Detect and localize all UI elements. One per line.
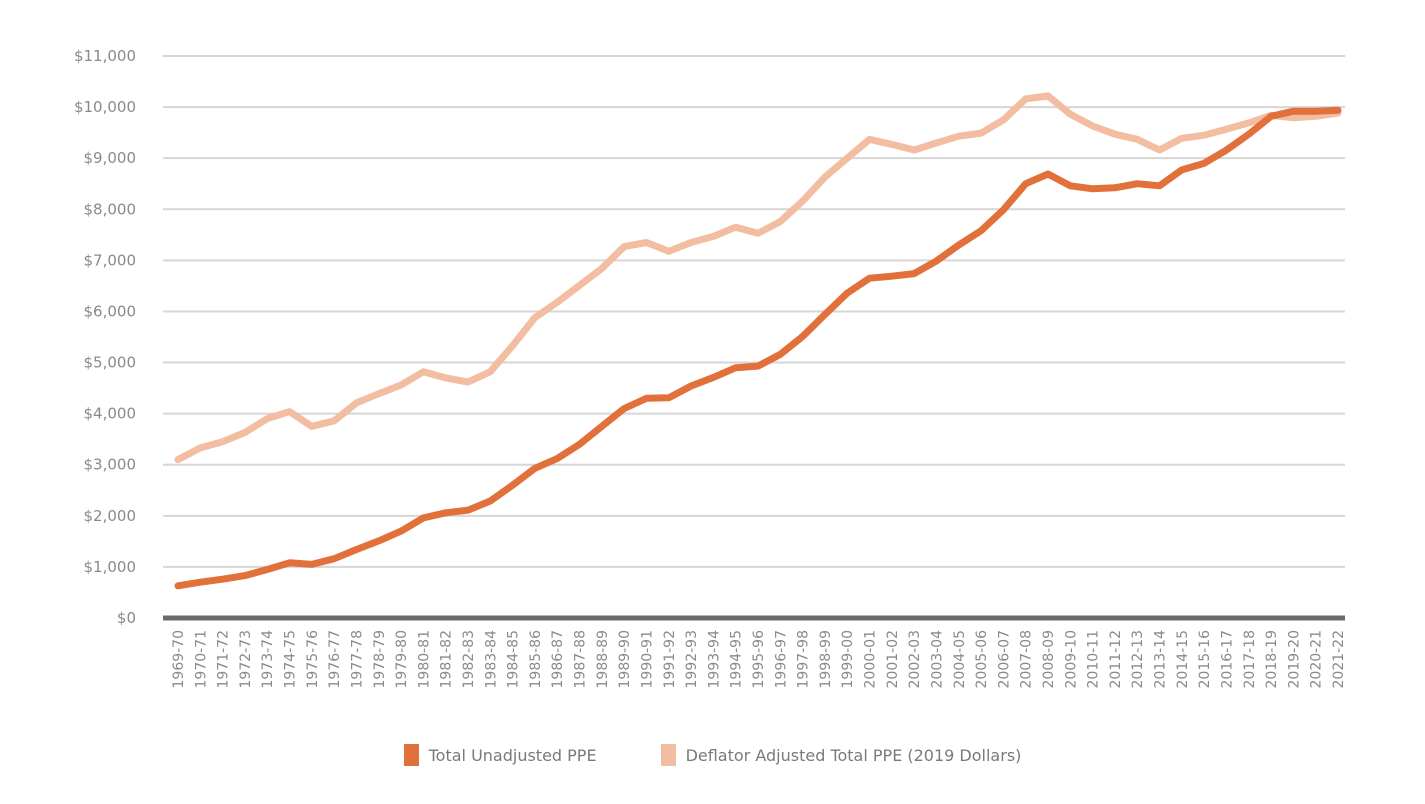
legend-swatch-deflator	[660, 744, 676, 766]
legend-label-unadjusted: Total Unadjusted PPE	[428, 745, 597, 765]
y-tick-label: $8,000	[84, 200, 137, 218]
x-tick-label: 1986-87	[550, 630, 566, 689]
x-tick-label: 1981-82	[439, 630, 455, 689]
x-tick-label: 2002-03	[907, 630, 923, 689]
x-tick-label: 1977-78	[349, 630, 365, 689]
y-tick-label: $1,000	[84, 558, 137, 576]
x-tick-label: 2009-10	[1063, 630, 1079, 689]
x-tick-label: 2017-18	[1242, 630, 1258, 689]
x-tick-label: 2008-09	[1041, 630, 1057, 689]
x-tick-label: 1987-88	[573, 630, 589, 689]
y-tick-label: $4,000	[84, 405, 137, 423]
y-tick-label: $7,000	[84, 251, 137, 269]
y-axis-ticks: $0 $1,000 $2,000 $3,000 $4,000 $5,000 $6,000 $7…	[74, 47, 136, 627]
x-tick-label: 1998-99	[818, 630, 834, 689]
x-tick-label: 2005-06	[974, 630, 990, 689]
x-tick-label: 2014-15	[1175, 630, 1191, 689]
x-tick-label: 1995-96	[751, 630, 767, 689]
y-tick-label: $9,000	[84, 149, 137, 167]
x-tick-label: 2015-16	[1197, 630, 1213, 689]
x-tick-label: 1972-73	[238, 630, 254, 689]
legend: Total Unadjusted PPE Deflator Adjusted T…	[0, 744, 1425, 766]
x-tick-label: 2001-02	[885, 630, 901, 689]
x-tick-label: 1989-90	[617, 630, 633, 689]
x-tick-label: 1978-79	[372, 630, 388, 689]
x-tick-label: 2010-11	[1086, 630, 1102, 689]
series-line-deflator	[174, 92, 1342, 464]
y-tick-label: $6,000	[84, 302, 137, 320]
x-tick-label: 1988-89	[595, 630, 611, 689]
legend-label-deflator: Deflator Adjusted Total PPE (2019 Dollar…	[685, 745, 1022, 765]
legend-item-unadjusted: Total Unadjusted PPE	[403, 744, 597, 766]
x-tick-label: 1997-98	[796, 630, 812, 689]
x-tick-label: 2011-12	[1108, 630, 1124, 689]
x-tick-label: 1983-84	[483, 630, 499, 689]
x-tick-label: 1976-77	[327, 630, 343, 689]
series-lines	[174, 92, 1342, 590]
x-axis-ticks: 1969-70 1970-71 1971-72 1972-73 1973-74 1974-…	[171, 630, 1347, 689]
x-tick-label: 1971-72	[216, 630, 232, 689]
line-chart: $0 $1,000 $2,000 $3,000 $4,000 $5,000 $6,000 $7…	[74, 47, 1347, 689]
x-tick-label: 2016-17	[1219, 630, 1235, 689]
x-tick-label: 1975-76	[305, 630, 321, 689]
x-tick-label: 2012-13	[1130, 630, 1146, 689]
y-tick-label: $2,000	[84, 507, 137, 525]
legend-item-deflator: Deflator Adjusted Total PPE (2019 Dollar…	[660, 744, 1022, 766]
x-tick-label: 2013-14	[1153, 630, 1169, 689]
y-tick-label: $11,000	[74, 47, 136, 65]
x-tick-label: 1979-80	[394, 630, 410, 689]
x-tick-label: 1982-83	[461, 630, 477, 689]
legend-swatch-unadjusted	[403, 744, 419, 766]
x-tick-label: 1996-97	[773, 630, 789, 689]
x-tick-label: 1974-75	[283, 630, 299, 689]
x-tick-label: 1985-86	[528, 630, 544, 689]
x-tick-label: 2004-05	[952, 630, 968, 689]
x-tick-label: 1980-81	[416, 630, 432, 689]
x-tick-label: 1984-85	[506, 630, 522, 689]
y-tick-label: $5,000	[84, 354, 137, 372]
x-tick-label: 2000-01	[863, 630, 879, 689]
gridlines	[163, 55, 1345, 568]
x-tick-label: 2018-19	[1264, 630, 1280, 689]
x-tick-label: 1973-74	[260, 630, 276, 689]
x-tick-label: 1999-00	[840, 630, 856, 689]
x-tick-label: 2006-07	[996, 630, 1012, 689]
x-tick-label: 1991-92	[662, 630, 678, 689]
y-tick-label: $10,000	[74, 98, 136, 116]
x-tick-label: 2019-20	[1286, 630, 1302, 689]
y-tick-label: $0	[117, 609, 136, 627]
x-tick-label: 1994-95	[729, 630, 745, 689]
x-tick-label: 2007-08	[1019, 630, 1035, 689]
y-tick-label: $3,000	[84, 456, 137, 474]
x-tick-label: 2020-21	[1309, 630, 1325, 689]
series-line-unadjusted	[174, 106, 1342, 590]
x-tick-label: 1993-94	[706, 630, 722, 689]
x-tick-label: 1969-70	[171, 630, 187, 689]
x-tick-label: 2003-04	[929, 630, 945, 689]
x-tick-label: 2021-22	[1331, 630, 1347, 689]
x-tick-label: 1990-91	[639, 630, 655, 689]
x-tick-label: 1992-93	[684, 630, 700, 689]
x-tick-label: 1970-71	[193, 630, 209, 689]
